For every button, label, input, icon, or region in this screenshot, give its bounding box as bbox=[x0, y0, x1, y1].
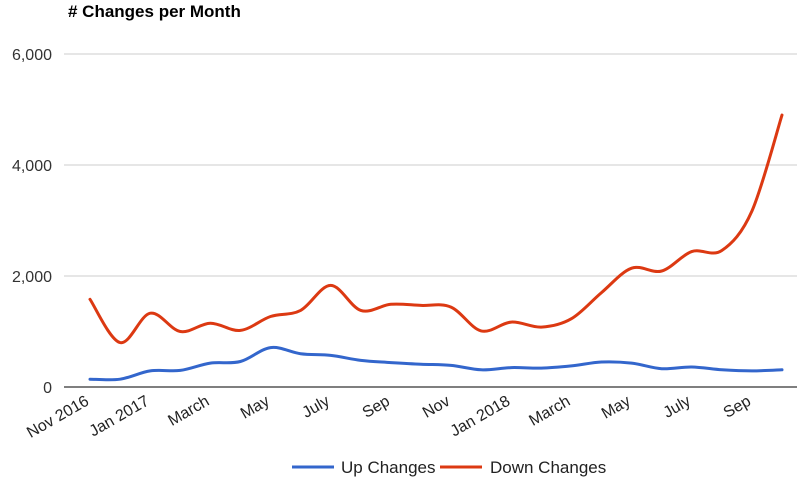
series-line-down-changes bbox=[88, 113, 784, 345]
x-tick-label: Jan 2017 bbox=[87, 393, 153, 441]
y-tick-label: 4,000 bbox=[12, 158, 52, 175]
y-tick-label: 6,000 bbox=[12, 47, 52, 64]
x-tick-label: Sep bbox=[360, 393, 393, 422]
x-tick-label: Nov 2016 bbox=[24, 393, 92, 442]
x-tick-label: May bbox=[599, 393, 634, 423]
x-tick-label: Sep bbox=[721, 393, 754, 422]
x-tick-label: Nov bbox=[420, 393, 453, 422]
x-tick-label: July bbox=[300, 393, 333, 422]
legend-label-up-changes: Up Changes bbox=[341, 458, 436, 477]
series-lines bbox=[88, 113, 784, 382]
y-tick-label: 2,000 bbox=[12, 269, 52, 286]
x-tick-label: May bbox=[238, 393, 273, 423]
series-line-up-changes bbox=[88, 345, 784, 382]
legend-label-down-changes: Down Changes bbox=[490, 458, 606, 477]
gridlines bbox=[64, 53, 797, 388]
legend: Up Changes Down Changes bbox=[292, 458, 606, 477]
x-tick-label: July bbox=[661, 393, 694, 422]
x-tick-label: March bbox=[526, 393, 573, 430]
chart-title: # Changes per Month bbox=[68, 2, 241, 21]
x-tick-label: Jan 2018 bbox=[448, 393, 514, 441]
y-axis-ticks: 0 2,000 4,000 6,000 bbox=[12, 47, 52, 397]
x-tick-label: March bbox=[165, 393, 212, 430]
y-tick-label: 0 bbox=[43, 380, 52, 397]
